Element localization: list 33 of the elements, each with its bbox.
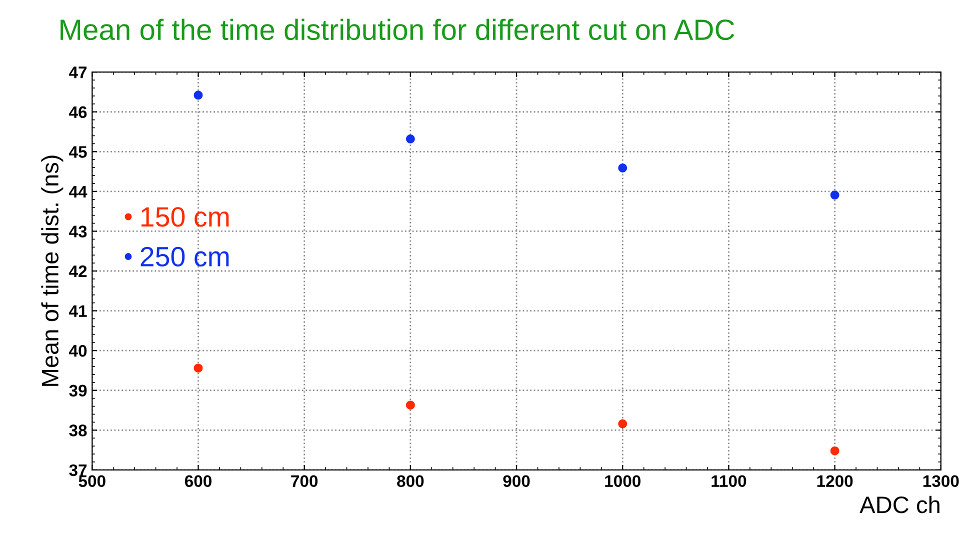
x-tick-label: 600 <box>184 475 212 488</box>
x-tick-label: 1100 <box>712 475 746 488</box>
point <box>618 419 628 428</box>
point <box>406 400 415 410</box>
point <box>194 364 203 373</box>
x-tick-label: 500 <box>78 475 106 488</box>
y-axis-title: Mean of time dist. (ns) <box>41 156 64 386</box>
x-tick-label: 800 <box>397 475 424 488</box>
y-tick-label: 42 <box>69 265 87 278</box>
x-tick-label: 700 <box>291 475 318 488</box>
x-tick-label: 1300 <box>923 475 959 488</box>
chart-title: Mean of the time distribution for different cut on ADC <box>60 18 734 40</box>
x-tick-label: 1200 <box>817 475 853 488</box>
y-tick-label: 46 <box>69 106 87 118</box>
y-tick-label: 44 <box>69 186 88 198</box>
y-tick-label: 39 <box>69 384 87 397</box>
point <box>194 90 203 100</box>
point <box>406 134 415 144</box>
x-tick-label: 1000 <box>605 475 640 488</box>
y-tick-label: 41 <box>69 305 87 317</box>
y-tick-label: 40 <box>69 344 87 357</box>
y-tick-label: 45 <box>69 146 87 158</box>
point <box>830 190 840 200</box>
point <box>830 446 840 456</box>
y-tick-label: 37 <box>69 464 87 476</box>
legend-label: 250 cm <box>140 246 229 267</box>
x-tick-label: 900 <box>503 475 530 488</box>
y-tick-label: 38 <box>69 424 87 436</box>
y-tick-label: 47 <box>69 66 87 78</box>
y-tick-label: 43 <box>69 226 87 238</box>
point <box>618 163 628 172</box>
legend-label: 150 cm <box>141 207 229 227</box>
x-axis-title: ADC ch <box>860 496 940 514</box>
